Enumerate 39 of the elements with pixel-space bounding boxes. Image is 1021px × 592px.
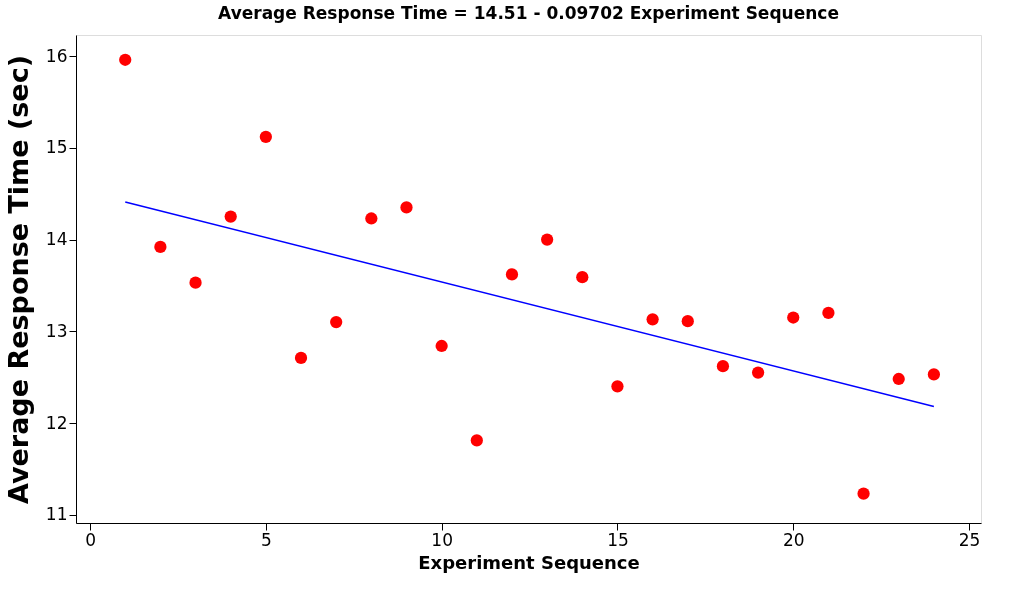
point xyxy=(716,360,730,373)
point xyxy=(892,372,905,386)
point xyxy=(470,434,483,447)
x-tick-label: 20 xyxy=(782,529,805,550)
y-tick-label: 13 xyxy=(45,320,68,341)
y-tick-label: 14 xyxy=(45,229,68,250)
point xyxy=(365,212,378,225)
point xyxy=(857,487,870,500)
point xyxy=(330,316,343,329)
point xyxy=(224,210,237,223)
chart-title: Average Response Time = 14.51 - 0.09702 Experiment Sequence xyxy=(218,3,839,23)
y-tick-label: 16 xyxy=(45,45,68,66)
point xyxy=(400,201,413,214)
x-tick-label: 25 xyxy=(958,529,981,550)
y-tick-label: 11 xyxy=(45,504,68,525)
x-tick-label: 5 xyxy=(260,529,272,550)
point xyxy=(119,53,132,66)
point xyxy=(576,271,589,284)
point xyxy=(154,240,167,254)
point xyxy=(259,130,272,143)
x-tick-label: 15 xyxy=(607,529,629,550)
point xyxy=(611,380,624,393)
point xyxy=(751,366,765,379)
point xyxy=(541,233,554,246)
y-axis-title: Average Response Time (sec) xyxy=(2,54,34,505)
point xyxy=(822,306,835,320)
y-tick-label: 12 xyxy=(45,412,68,433)
point xyxy=(505,268,519,281)
point xyxy=(435,339,448,353)
point xyxy=(927,368,941,381)
y-tick-label: 15 xyxy=(45,137,68,158)
x-tick-label: 0 xyxy=(85,529,96,550)
point xyxy=(787,311,800,324)
point xyxy=(294,351,308,364)
x-axis-title: Experiment Sequence xyxy=(418,551,640,573)
point xyxy=(681,315,694,328)
x-tick-label: 10 xyxy=(431,529,453,550)
point xyxy=(189,276,202,289)
point xyxy=(646,313,659,326)
